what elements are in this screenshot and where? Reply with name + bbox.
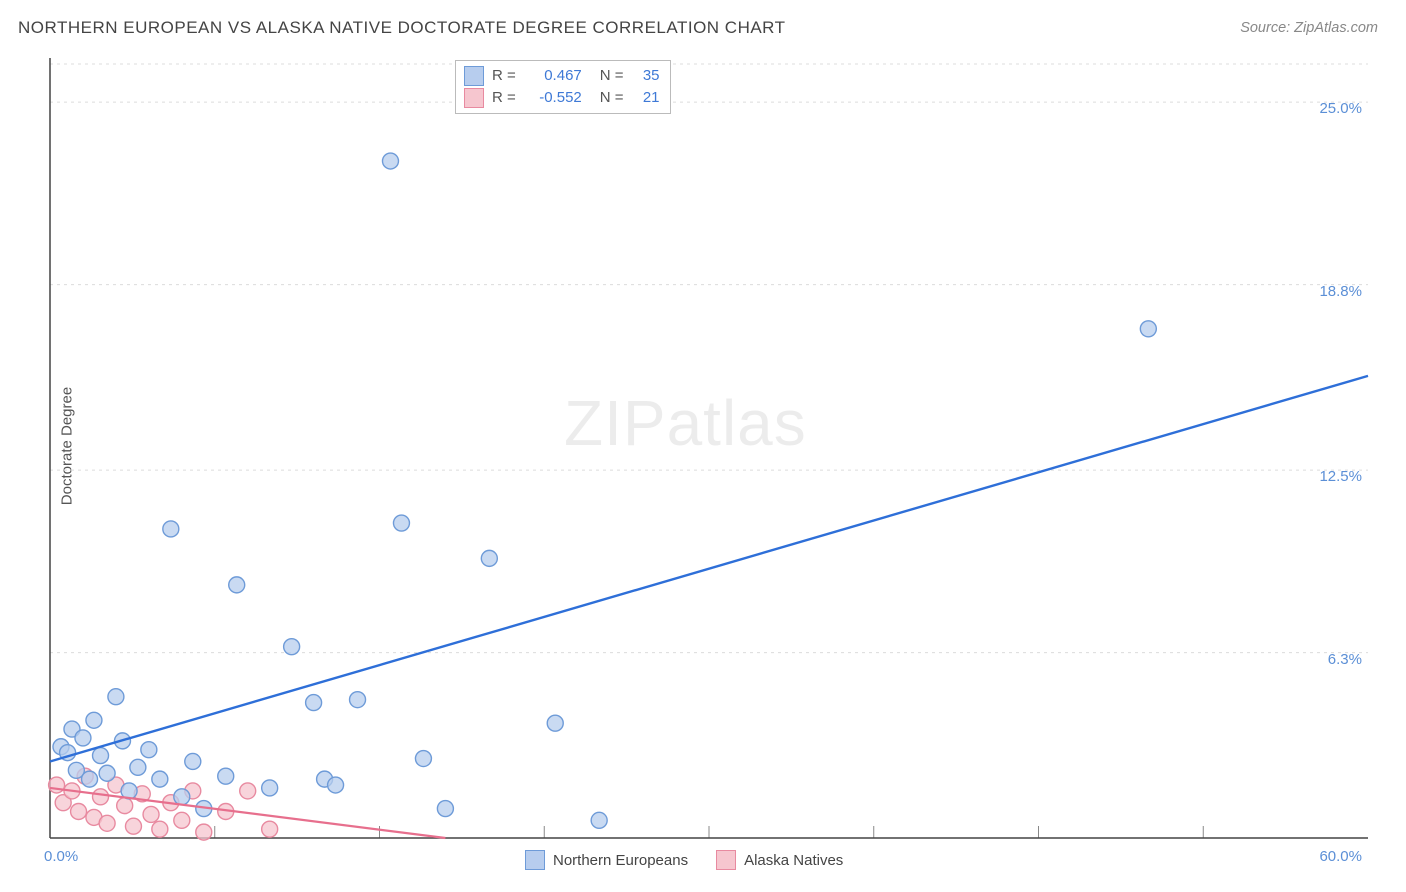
r-value: 0.467: [524, 65, 582, 87]
x-max-label: 60.0%: [1319, 848, 1362, 865]
r-value: -0.552: [524, 87, 582, 109]
legend-swatch: [525, 850, 545, 870]
legend-swatch: [716, 850, 736, 870]
n-label: N =: [600, 87, 624, 109]
y-tick-label: 6.3%: [1328, 651, 1362, 668]
r-label: R =: [492, 65, 516, 87]
y-tick-label: 12.5%: [1319, 468, 1362, 485]
n-label: N =: [600, 65, 624, 87]
r-label: R =: [492, 87, 516, 109]
scatter-plot: [0, 0, 1406, 892]
n-value: 35: [632, 65, 660, 87]
y-tick-label: 25.0%: [1319, 100, 1362, 117]
legend-stat-row: R = 0.467 N = 35: [464, 65, 660, 87]
legend-series-label: Alaska Natives: [744, 852, 843, 869]
y-tick-label: 18.8%: [1319, 283, 1362, 300]
legend-swatch: [464, 88, 484, 108]
legend-series: Northern Europeans Alaska Natives: [525, 850, 843, 870]
legend-series-item: Alaska Natives: [716, 850, 843, 870]
legend-series-item: Northern Europeans: [525, 850, 688, 870]
legend-series-label: Northern Europeans: [553, 852, 688, 869]
x-origin-label: 0.0%: [44, 848, 78, 865]
legend-swatch: [464, 66, 484, 86]
n-value: 21: [632, 87, 660, 109]
legend-stat-row: R = -0.552 N = 21: [464, 87, 660, 109]
legend-stats: R = 0.467 N = 35 R = -0.552 N = 21: [455, 60, 671, 114]
